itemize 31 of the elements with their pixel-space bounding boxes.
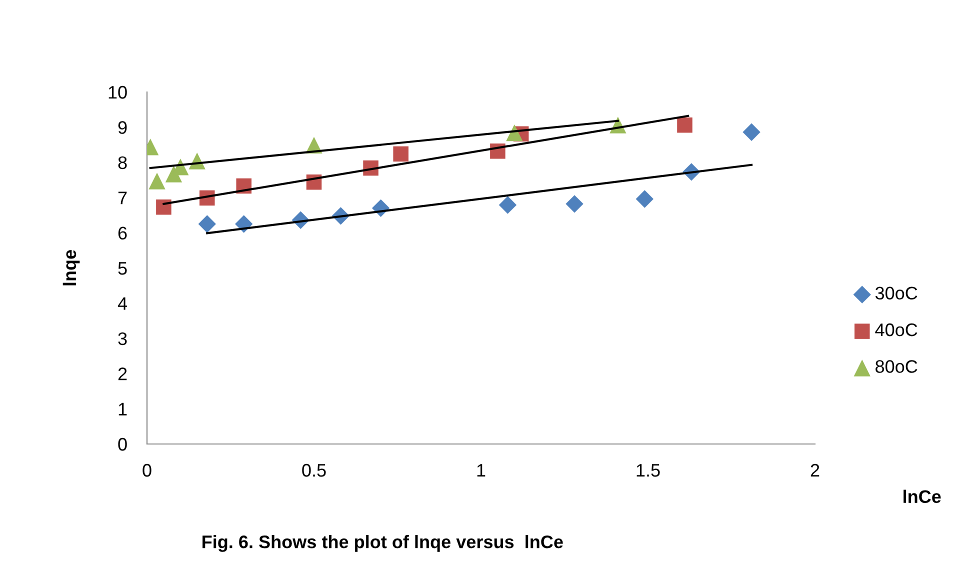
legend-label: 40oC: [875, 323, 918, 336]
point: [742, 123, 760, 141]
y-tick-label: 1: [118, 402, 127, 416]
y-tick-label: 0: [118, 438, 127, 451]
y-tick-label: 8: [118, 156, 127, 170]
x-axis-title: lnCe: [904, 490, 941, 504]
y-tick-label: 5: [118, 262, 127, 275]
x-tick-label: 0: [142, 464, 152, 477]
y-tick-label: 7: [118, 192, 127, 204]
legend-label: 80oC: [876, 360, 918, 373]
legend-label: 30oC: [875, 286, 918, 300]
point: [677, 117, 692, 133]
caption: Fig. 6. Shows the plot of lnqe versus lnCe: [202, 535, 563, 552]
point: [198, 215, 216, 233]
y-tick-label: 3: [118, 332, 127, 346]
y-tick-label: 10: [108, 86, 127, 99]
y-tick-label: 2: [118, 368, 127, 380]
point: [393, 146, 408, 162]
y-tick-label: 6: [118, 226, 127, 240]
point: [156, 199, 172, 215]
y-axis-title: lnqe: [62, 250, 80, 286]
point: [566, 195, 584, 213]
point: [498, 196, 517, 214]
x-tick-label: 0.5: [302, 464, 326, 477]
y-tick-label: 4: [118, 297, 128, 310]
y-tick-label: 9: [118, 121, 127, 134]
x-tick-label: 2: [810, 464, 820, 477]
x-tick-label: 1.5: [636, 464, 660, 477]
point: [148, 172, 166, 190]
x-tick-label: 1: [477, 464, 486, 477]
point: [636, 190, 654, 208]
